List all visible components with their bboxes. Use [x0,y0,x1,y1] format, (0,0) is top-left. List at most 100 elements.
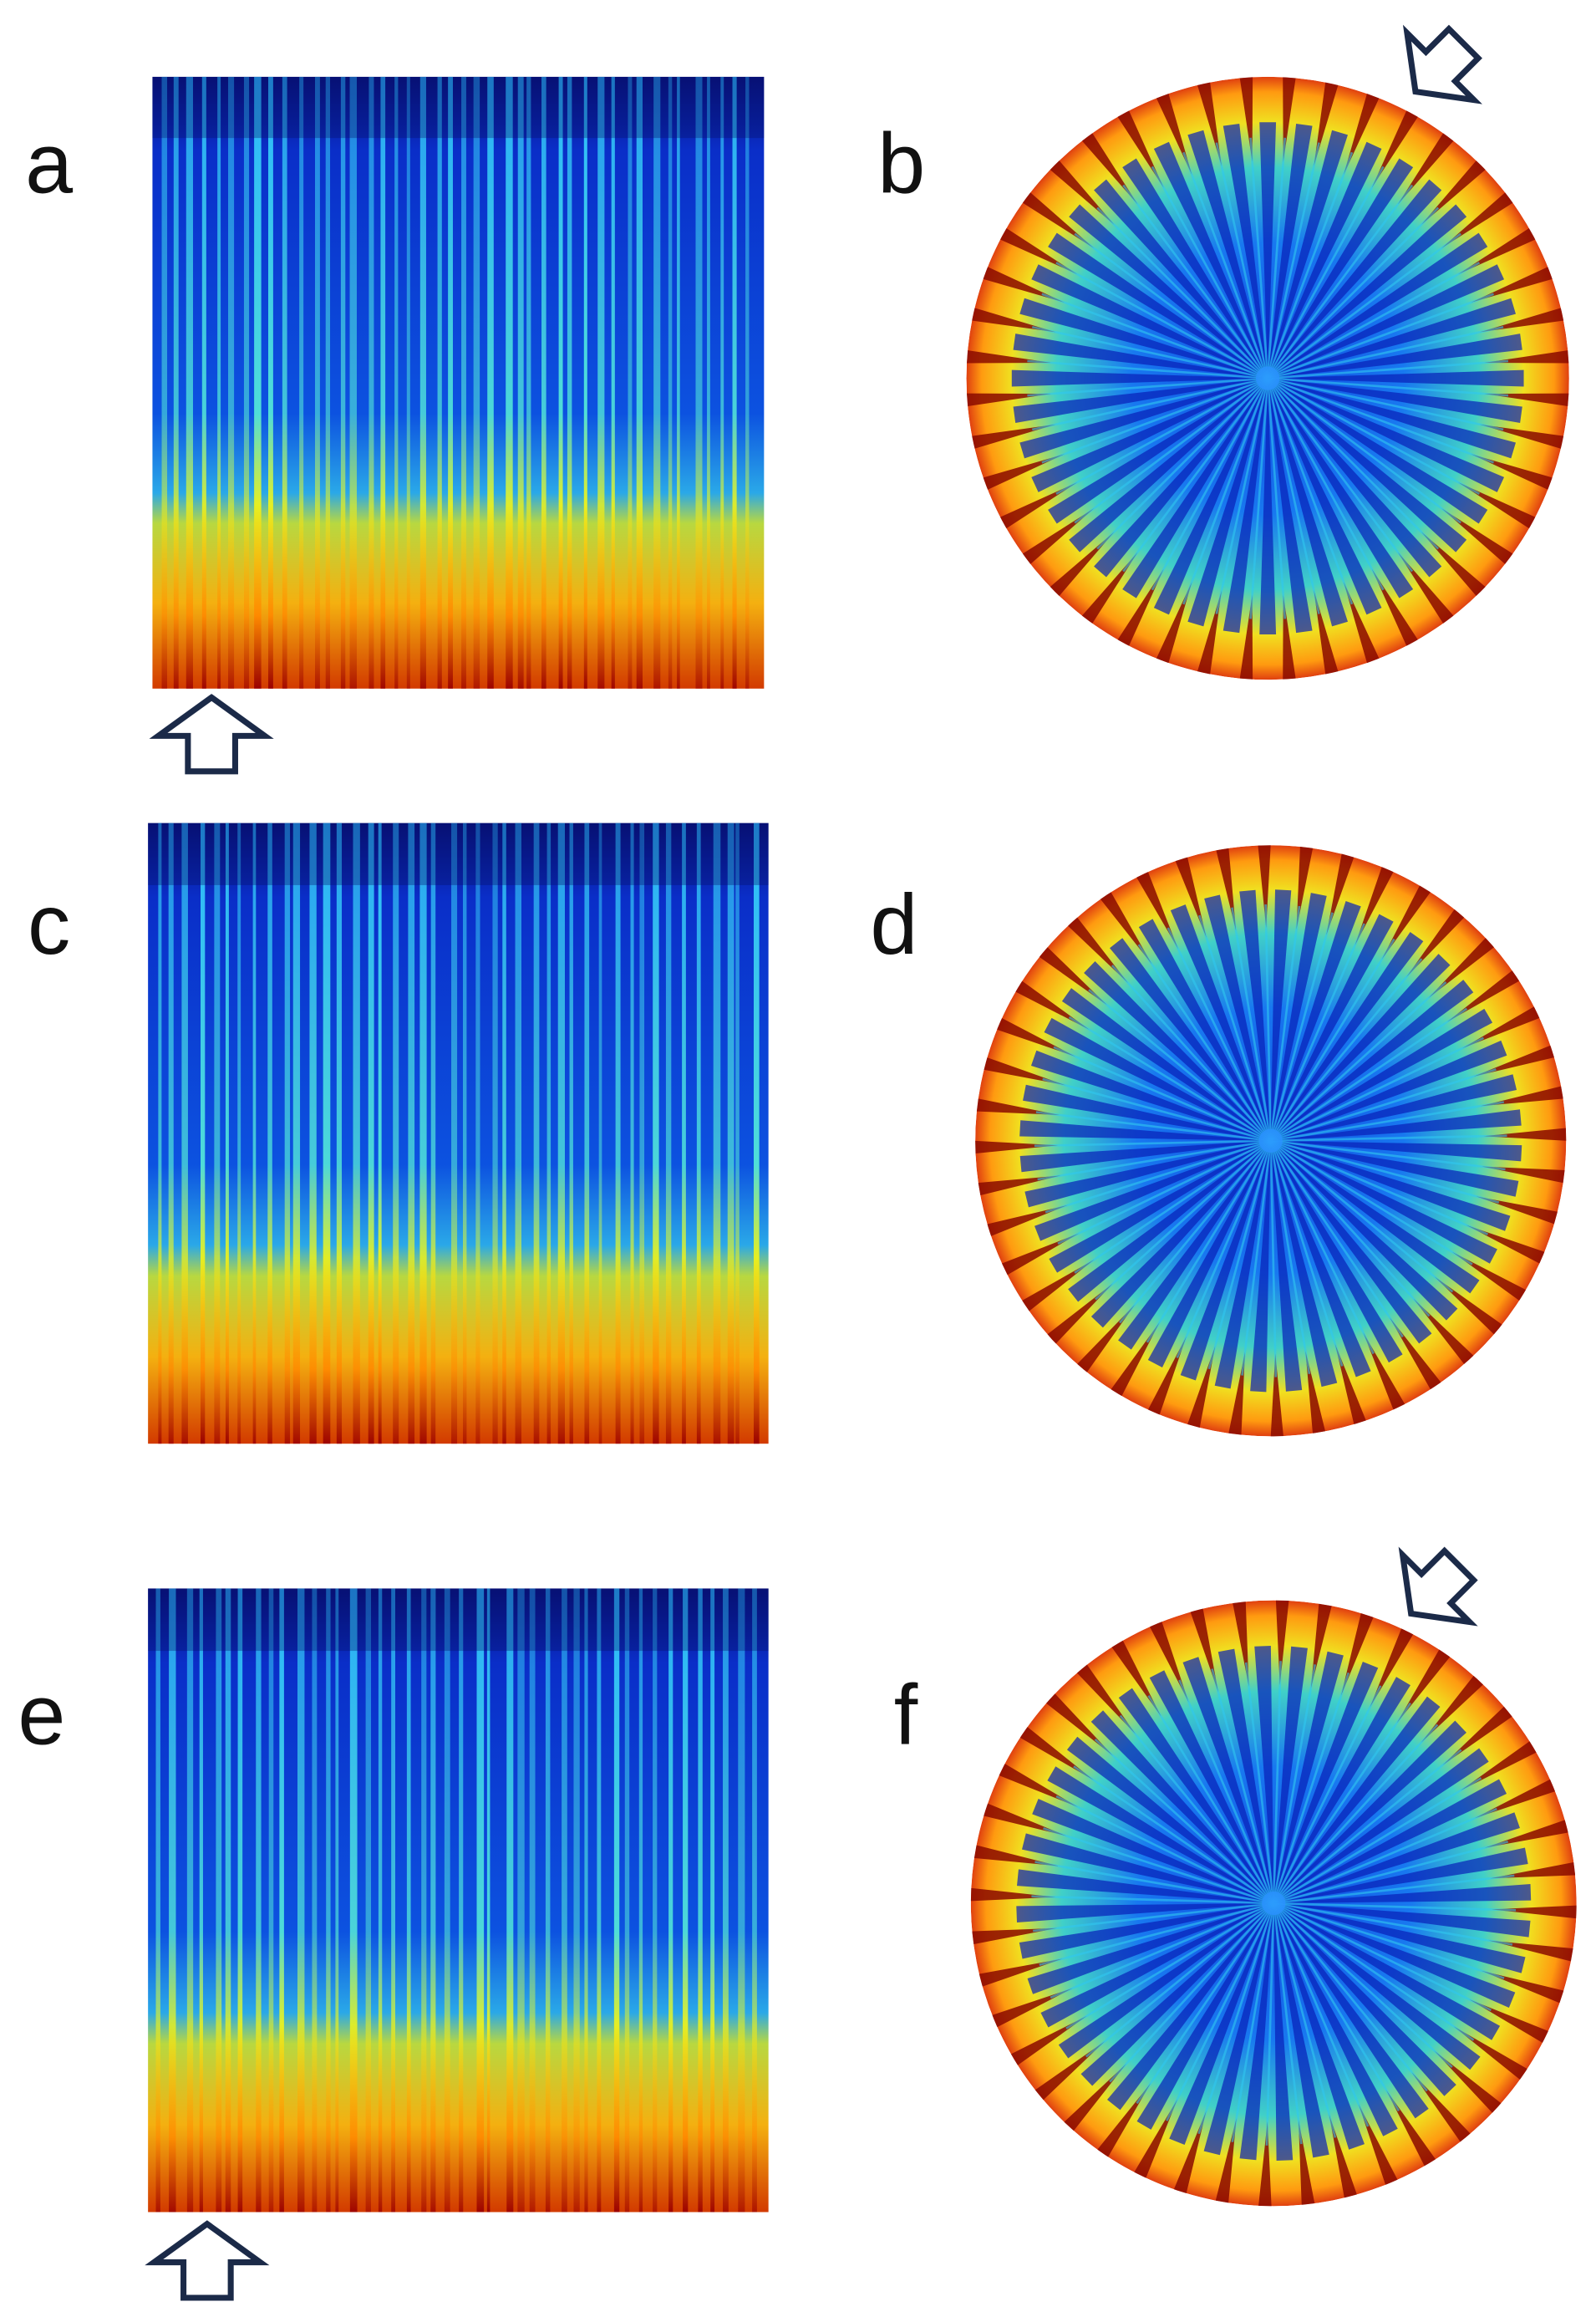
image-stripe [267,822,272,1444]
image-stripe [378,1588,383,2213]
spoke-red [966,306,1056,333]
arrow [145,2220,270,2301]
spoke-cyan [1111,965,1272,1142]
spoke-cyan [1267,293,1494,379]
image-stripe [562,1588,567,2213]
spoke-red [986,1988,1073,2030]
spoke-red [1411,2072,1475,2147]
spoke-red [970,1887,1056,1902]
spoke-blue [1259,122,1277,379]
image-stripe [199,1588,203,2213]
image-stripe [517,1588,525,2213]
spoke-cyan [1273,1702,1412,1904]
spoke-red [1479,306,1569,333]
spoke-blue [1273,1847,1528,1903]
spoke-cyan [1197,1902,1275,2135]
arrow [1402,24,1482,104]
image-stripe [624,1588,630,2213]
spoke-red [1146,1616,1189,1703]
image-stripe [408,822,415,1444]
spoke-cyan [1043,1827,1274,1905]
image-stripe [369,76,374,689]
disk-center [1262,1891,1286,1916]
spoke-cyan [1270,1139,1506,1171]
spoke-blue [1270,1008,1493,1141]
spoke-red [1340,1607,1376,1696]
spoke-blue [1094,378,1268,578]
spoke-red [1231,1600,1249,1687]
spoke-cyan [1074,232,1268,379]
spoke-cyan [1272,1672,1350,1904]
image-stripe [613,1588,620,2213]
spoke-cyan [1034,1139,1271,1148]
spoke-blue [1273,1696,1441,1903]
spoke-cyan [1182,151,1269,379]
spoke-blue [1273,1903,1516,2008]
image-stripe [735,822,740,1444]
spoke-red [1441,188,1518,248]
spoke-blue [1259,378,1277,634]
image-stripe [567,76,572,689]
spoke-blue [1019,1140,1271,1173]
spoke-red [1060,2064,1126,2136]
spoke-cyan [1270,1036,1485,1142]
spoke-cyan [1267,377,1494,464]
image-stripe [349,76,357,689]
spoke-cyan [1231,907,1273,1142]
spoke-blue [1270,1140,1458,1321]
spoke-cyan [1027,359,1268,379]
spoke-cyan [1272,1661,1282,1904]
spoke-cyan [1269,1140,1278,1377]
spoke-cyan [1045,1139,1272,1214]
spoke-blue [1048,378,1268,524]
image-stripe [186,1588,194,2213]
image-stripe [630,822,634,1444]
image-stripe [406,76,410,689]
spoke-red [1096,887,1152,965]
image-stripe [487,76,494,689]
spoke-blue [1268,378,1382,615]
spoke-blue [1268,141,1382,379]
spoke-red [1073,1304,1136,1377]
spoke-cyan [1031,325,1268,379]
spoke-red [970,1927,1058,1946]
spoke-cyan [1244,1662,1275,1904]
spoke-red [1488,1940,1577,1963]
image-stripe [584,822,590,1444]
spoke-cyan [1269,1140,1375,1355]
spoke-cyan [1269,905,1301,1141]
spoke-blue [1024,1140,1271,1208]
image-stripe [299,76,304,689]
image-stripe [462,822,467,1444]
spoke-cyan [1088,989,1272,1142]
spoke-red [1446,966,1525,1022]
image-stripe [297,1588,305,2213]
spoke-red [1145,1336,1187,1421]
image-stripe [533,822,540,1444]
spoke-cyan [1055,377,1268,496]
spoke-cyan [1267,377,1504,431]
spoke-blue [1153,378,1268,615]
image-stripe [336,822,343,1444]
spoke-blue [1273,1779,1507,1903]
image-stripe [475,822,480,1444]
image-stripe [217,76,221,689]
image-stripe [421,1588,427,2213]
spoke-cyan [1241,1140,1273,1376]
spoke-blue [1270,1109,1522,1141]
spoke-red [1172,2111,1207,2200]
image-stripe [459,1588,464,2213]
stripe-image [148,822,769,1444]
spoke-blue [1022,1833,1274,1903]
spoke-blue [1268,378,1488,524]
spoke-blue [1270,954,1451,1141]
spoke-red [1453,2026,1532,2084]
spoke-red [977,264,1065,303]
image-stripe [181,822,188,1444]
panel-label: b [877,115,925,211]
spoke-blue [1273,1677,1410,1903]
spoke-cyan [1031,1895,1274,1905]
image-stripe [200,822,206,1444]
spoke-cyan [1094,1738,1275,1904]
